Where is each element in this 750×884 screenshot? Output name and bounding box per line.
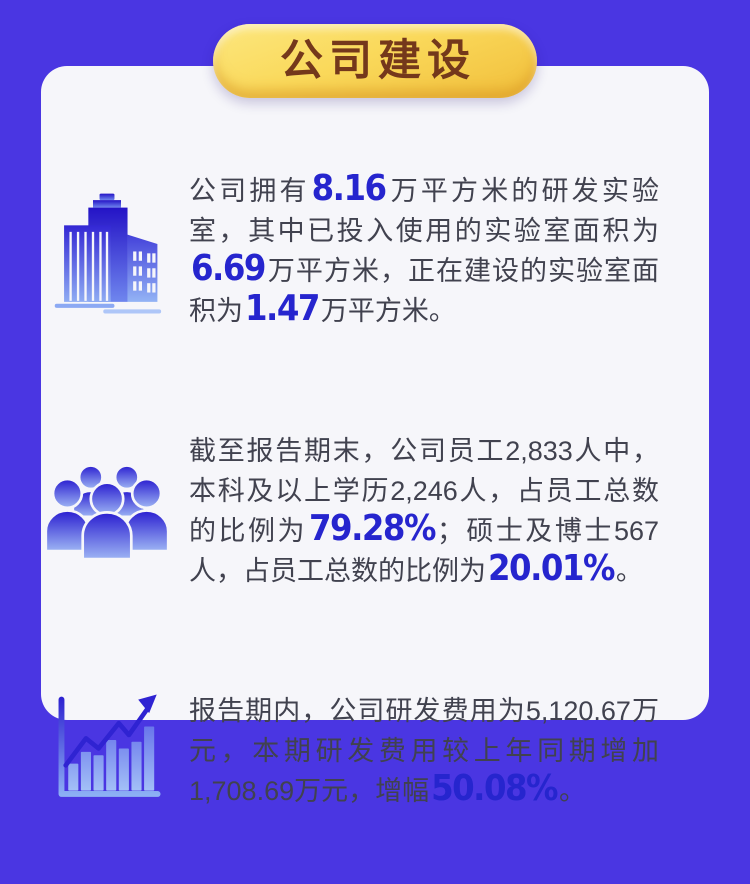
text-segment: 公司拥有: [189, 176, 310, 206]
text-segment: 报告期内，公司研发费用为5,120.67万元，本期研发费用较上年同期增加1,70…: [189, 696, 659, 806]
text-segment: 。: [559, 776, 587, 806]
stat-lab-total: 8.16: [311, 168, 387, 209]
text-segment: 万平方米，正在建设的实验室面积为: [189, 256, 659, 326]
growth-chart-icon: [41, 684, 173, 818]
card-content: 公司拥有8.16万平方米的研发实验室，其中已投入使用的实验室面积为6.69万平方…: [41, 66, 709, 884]
section-employees: 截至报告期末，公司员工2,833人中，本科及以上学历2,246人，占员工总数的比…: [41, 404, 709, 618]
section-lab-area: 公司拥有8.16万平方米的研发实验室，其中已投入使用的实验室面积为6.69万平方…: [41, 144, 709, 358]
team-icon: [41, 459, 173, 563]
section-text: 公司拥有8.16万平方米的研发实验室，其中已投入使用的实验室面积为6.69万平方…: [189, 171, 659, 331]
stat-lab-in-use: 6.69: [191, 248, 266, 289]
text-segment: 。: [615, 556, 643, 586]
title-badge: 公司建设: [213, 24, 537, 98]
building-icon: [41, 184, 173, 318]
stat-master-ratio: 20.01%: [488, 548, 615, 589]
text-segment: 万平方米的研发实验室，其中已投入使用的实验室面积为: [189, 176, 660, 246]
stat-bachelor-ratio: 79.28%: [309, 508, 436, 549]
text-segment: 万平方米。: [320, 296, 456, 326]
text-segment: ；硕士及博士567人，占员工总数的比例为: [189, 516, 659, 586]
section-text: 截至报告期末，公司员工2,833人中，本科及以上学历2,246人，占员工总数的比…: [189, 431, 659, 591]
stat-lab-under-construction: 1.47: [245, 288, 320, 329]
page-title: 公司建设: [280, 36, 476, 85]
section-rd-expense: 报告期内，公司研发费用为5,120.67万元，本期研发费用较上年同期增加1,70…: [41, 664, 709, 838]
text-segment: 截至报告期末，公司员工2,833人中，本科及以上学历2,246人，占员工总数的比…: [189, 436, 659, 546]
section-text: 报告期内，公司研发费用为5,120.67万元，本期研发费用较上年同期增加1,70…: [189, 691, 659, 811]
content-card: [41, 66, 709, 720]
stat-rd-growth: 50.08%: [431, 768, 558, 809]
